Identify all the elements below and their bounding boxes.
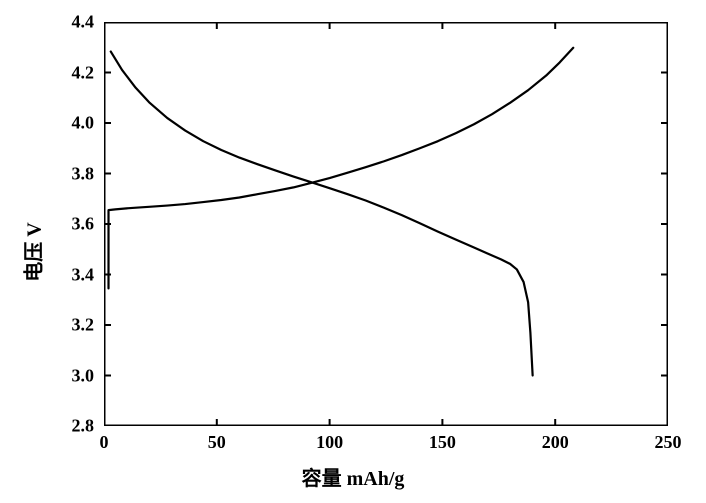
- x-tick-label: 250: [655, 432, 682, 453]
- x-axis-label: 容量 mAh/g: [302, 462, 405, 491]
- x-tick-label: 100: [316, 432, 343, 453]
- chart-root: 电压 V 容量 mAh/g 2.8 3.0 3.2 3.4 3.6 3.8 4.0 4.2 4.…: [0, 0, 706, 503]
- y-tick-label: 4.4: [72, 12, 95, 33]
- y-tick-label: 3.8: [72, 163, 95, 184]
- y-tick-label: 3.4: [72, 264, 95, 285]
- y-axis-label: 电压 V: [18, 222, 47, 281]
- x-tick-label: 200: [542, 432, 569, 453]
- x-tick-label: 0: [100, 432, 109, 453]
- y-tick-label: 3.6: [72, 214, 95, 235]
- y-tick-label: 4.0: [72, 113, 95, 134]
- x-tick-label: 50: [208, 432, 226, 453]
- x-tick-label: 150: [429, 432, 456, 453]
- y-tick-label: 2.8: [72, 416, 95, 437]
- y-tick-label: 3.2: [72, 315, 95, 336]
- y-tick-label: 4.2: [72, 62, 95, 83]
- plot-svg: [104, 22, 668, 426]
- y-tick-label: 3.0: [72, 365, 95, 386]
